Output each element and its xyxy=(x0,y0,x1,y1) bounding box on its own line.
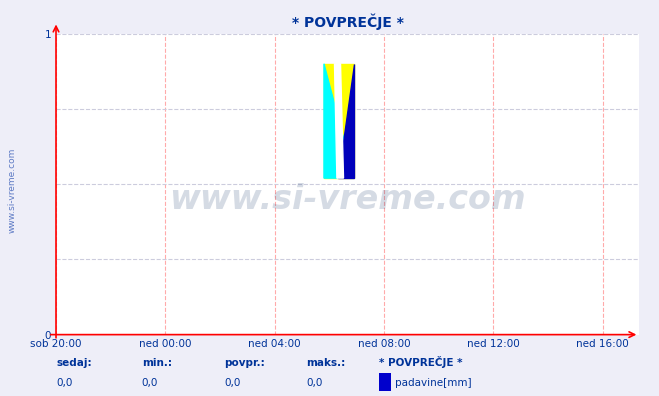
Text: povpr.:: povpr.: xyxy=(224,358,265,368)
Text: 0,0: 0,0 xyxy=(224,378,241,388)
Text: padavine[mm]: padavine[mm] xyxy=(395,378,472,388)
Polygon shape xyxy=(335,64,343,178)
Text: 0,0: 0,0 xyxy=(306,378,323,388)
Polygon shape xyxy=(324,64,354,178)
Bar xyxy=(324,64,354,178)
Title: * POVPREČJE *: * POVPREČJE * xyxy=(292,13,403,30)
Text: 0,0: 0,0 xyxy=(56,378,72,388)
Polygon shape xyxy=(337,64,354,178)
Text: sedaj:: sedaj: xyxy=(56,358,92,368)
Text: www.si-vreme.com: www.si-vreme.com xyxy=(8,147,17,233)
Text: * POVPREČJE *: * POVPREČJE * xyxy=(379,356,463,368)
Text: min.:: min.: xyxy=(142,358,172,368)
Text: 0,0: 0,0 xyxy=(142,378,158,388)
Text: www.si-vreme.com: www.si-vreme.com xyxy=(169,183,526,216)
Text: maks.:: maks.: xyxy=(306,358,346,368)
